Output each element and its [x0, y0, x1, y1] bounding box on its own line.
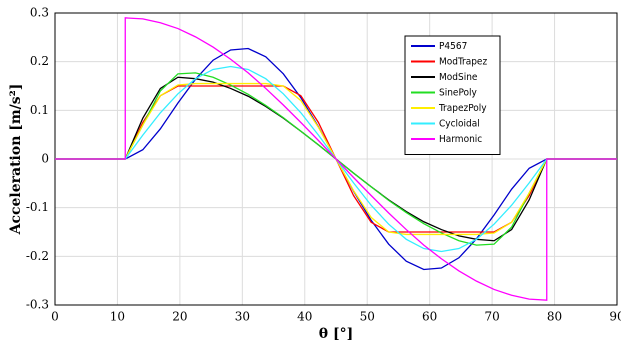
y-tick-label: 0.1 [30, 103, 49, 117]
x-tick-label: 60 [422, 310, 437, 324]
x-tick-label: 10 [110, 310, 125, 324]
x-axis-label: θ [°] [319, 326, 353, 342]
x-tick-label: 80 [547, 310, 562, 324]
legend-label: SinePoly [439, 88, 478, 99]
x-tick-label: 70 [484, 310, 499, 324]
x-tick-label: 30 [235, 310, 250, 324]
y-tick-label: -0.3 [26, 298, 49, 312]
legend-label: ModTrapez [439, 57, 487, 68]
legend-label: ModSine [439, 72, 478, 83]
x-tick-label: 90 [609, 310, 621, 324]
legend-label: TrapezPoly [438, 103, 487, 114]
y-tick-label: -0.1 [26, 200, 49, 214]
y-tick-label: 0.2 [30, 54, 49, 68]
legend-label: P4567 [439, 41, 467, 52]
legend-label: Cycloidal [439, 119, 480, 130]
legend-label: Harmonic [439, 134, 482, 145]
y-axis-label: Acceleration [m/s²] [8, 84, 24, 236]
x-tick-label: 40 [297, 310, 312, 324]
x-tick-label: 20 [172, 310, 187, 324]
x-tick-label: 0 [51, 310, 59, 324]
x-tick-label: 50 [360, 310, 375, 324]
y-tick-label: -0.2 [26, 249, 49, 263]
legend-box [404, 35, 501, 155]
y-tick-label: 0.3 [30, 6, 49, 20]
y-tick-label: 0 [41, 152, 49, 166]
series-line [55, 17, 617, 301]
